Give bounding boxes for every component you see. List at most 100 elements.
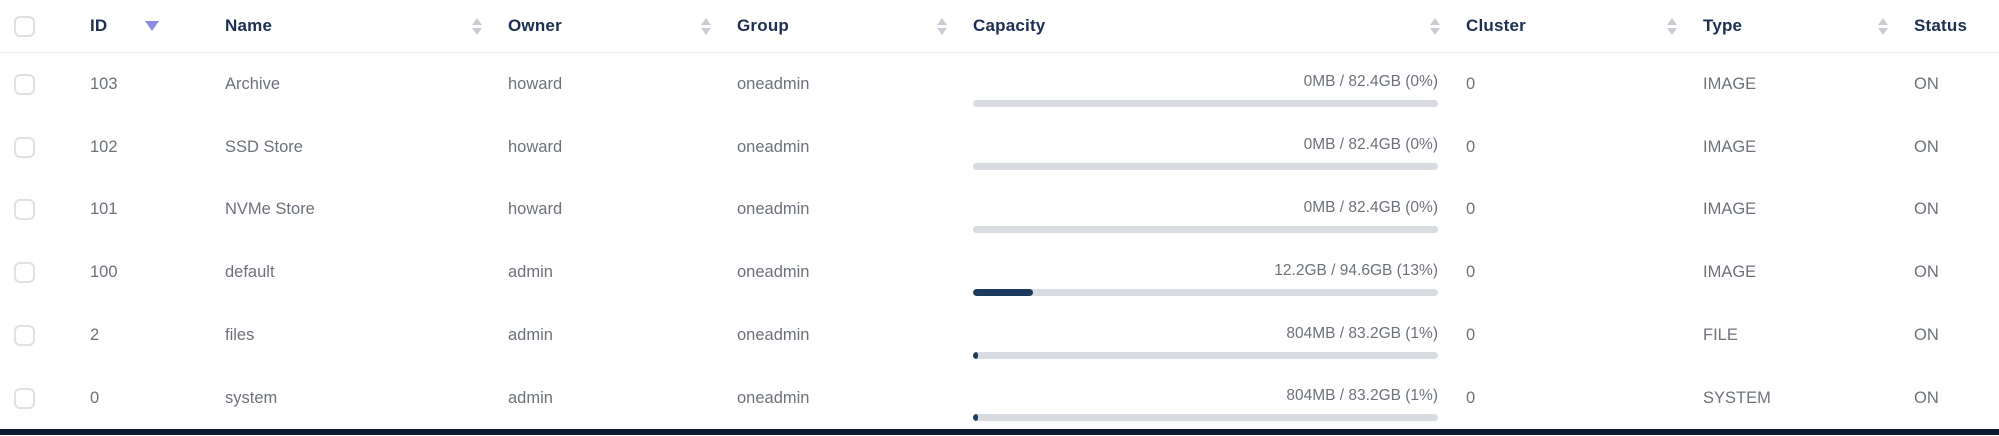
row-checkbox-cell: [0, 116, 90, 179]
cell-status: ON: [1914, 200, 1939, 219]
cell-group: oneadmin: [737, 74, 810, 93]
row-checkbox[interactable]: [14, 325, 35, 347]
select-all-checkbox[interactable]: [14, 15, 35, 37]
capacity-bar-fill: [973, 414, 978, 422]
sort-icon: [1430, 17, 1440, 35]
cell-cluster: 0: [1466, 326, 1476, 345]
cell-type: IMAGE: [1703, 74, 1757, 93]
cell-name: SSD Store: [225, 137, 303, 156]
cell-group: oneadmin: [737, 200, 810, 219]
column-header-type[interactable]: Type: [1703, 0, 1914, 52]
cell-cluster: 0: [1466, 263, 1476, 282]
table-row[interactable]: 103 Archive howard oneadmin 0MB / 82.4GB…: [0, 53, 1999, 116]
table-header-row: ID Name Owner Group Capacity Cluster Typ…: [0, 0, 1999, 53]
cell-status: ON: [1914, 326, 1939, 345]
cell-id: 103: [90, 74, 118, 93]
capacity-text: 0MB / 82.4GB (0%): [1303, 73, 1438, 91]
row-checkbox-cell: [0, 241, 90, 304]
capacity-bar-track: [973, 351, 1438, 359]
cell-capacity: 12.2GB / 94.6GB (13%): [973, 241, 1466, 304]
capacity-text: 12.2GB / 94.6GB (13%): [1274, 261, 1438, 279]
cell-id: 0: [90, 388, 100, 407]
column-label-id: ID: [90, 16, 108, 35]
cell-owner: admin: [508, 263, 553, 282]
column-label-group: Group: [737, 16, 789, 35]
row-checkbox[interactable]: [14, 73, 35, 95]
cell-capacity: 804MB / 83.2GB (1%): [973, 304, 1466, 367]
capacity-text: 0MB / 82.4GB (0%): [1303, 136, 1438, 154]
capacity-bar-track: [973, 225, 1438, 233]
cell-group: oneadmin: [737, 263, 810, 282]
table-row[interactable]: 2 files admin oneadmin 804MB / 83.2GB (1…: [0, 304, 1999, 367]
cell-type: IMAGE: [1703, 137, 1757, 156]
capacity-bar-track: [973, 163, 1438, 171]
cell-name: Archive: [225, 74, 281, 93]
cell-status: ON: [1914, 74, 1939, 93]
sort-icon: [1878, 17, 1888, 35]
row-checkbox[interactable]: [14, 387, 35, 409]
cell-status: ON: [1914, 388, 1939, 407]
row-checkbox-cell: [0, 304, 90, 367]
cell-id: 101: [90, 200, 118, 219]
row-checkbox-cell: [0, 367, 90, 430]
sort-icon: [472, 17, 482, 35]
cell-name: NVMe Store: [225, 200, 315, 219]
cell-type: FILE: [1703, 326, 1738, 345]
cell-owner: howard: [508, 74, 563, 93]
capacity-bar-track: [973, 288, 1438, 296]
cell-owner: admin: [508, 388, 553, 407]
sort-icon: [701, 17, 711, 35]
cell-cluster: 0: [1466, 137, 1476, 156]
capacity-bar-track: [973, 414, 1438, 422]
bottom-divider: [0, 429, 1999, 435]
row-checkbox[interactable]: [14, 262, 35, 284]
cell-status: ON: [1914, 137, 1939, 156]
cell-id: 102: [90, 137, 118, 156]
column-label-capacity: Capacity: [973, 16, 1046, 35]
sort-descending-icon: [145, 21, 160, 31]
table-row[interactable]: 102 SSD Store howard oneadmin 0MB / 82.4…: [0, 116, 1999, 179]
table-body: 103 Archive howard oneadmin 0MB / 82.4GB…: [0, 53, 1999, 430]
column-header-name[interactable]: Name: [225, 0, 508, 52]
capacity-bar-track: [973, 100, 1438, 108]
cell-capacity: 0MB / 82.4GB (0%): [973, 116, 1466, 179]
cell-name: system: [225, 388, 278, 407]
cell-name: files: [225, 326, 255, 345]
cell-capacity: 0MB / 82.4GB (0%): [973, 53, 1466, 116]
column-header-cluster[interactable]: Cluster: [1466, 0, 1703, 52]
cell-type: IMAGE: [1703, 263, 1757, 282]
table-row[interactable]: 100 default admin oneadmin 12.2GB / 94.6…: [0, 241, 1999, 304]
cell-status: ON: [1914, 263, 1939, 282]
select-all-cell: [0, 0, 90, 52]
capacity-bar-fill: [973, 288, 1034, 296]
cell-cluster: 0: [1466, 200, 1476, 219]
capacity-text: 804MB / 83.2GB (1%): [1286, 324, 1438, 342]
cell-group: oneadmin: [737, 137, 810, 156]
cell-name: default: [225, 263, 275, 282]
cell-id: 2: [90, 326, 100, 345]
column-header-owner[interactable]: Owner: [508, 0, 737, 52]
capacity-bar-fill: [973, 351, 978, 359]
cell-cluster: 0: [1466, 388, 1476, 407]
cell-owner: howard: [508, 200, 563, 219]
row-checkbox-cell: [0, 179, 90, 242]
sort-icon: [937, 17, 947, 35]
column-label-cluster: Cluster: [1466, 16, 1526, 35]
cell-id: 100: [90, 263, 118, 282]
column-header-group[interactable]: Group: [737, 0, 973, 52]
row-checkbox[interactable]: [14, 136, 35, 158]
column-header-status[interactable]: Status: [1914, 0, 1999, 52]
column-label-name: Name: [225, 16, 273, 35]
cell-capacity: 0MB / 82.4GB (0%): [973, 179, 1466, 242]
column-header-capacity[interactable]: Capacity: [973, 0, 1466, 52]
table-row[interactable]: 101 NVMe Store howard oneadmin 0MB / 82.…: [0, 179, 1999, 242]
row-checkbox-cell: [0, 53, 90, 116]
cell-type: IMAGE: [1703, 200, 1757, 219]
table-row[interactable]: 0 system admin oneadmin 804MB / 83.2GB (…: [0, 367, 1999, 430]
row-checkbox[interactable]: [14, 199, 35, 221]
capacity-text: 804MB / 83.2GB (1%): [1286, 387, 1438, 405]
column-label-type: Type: [1703, 16, 1743, 35]
column-header-id[interactable]: ID: [90, 0, 225, 52]
capacity-text: 0MB / 82.4GB (0%): [1303, 198, 1438, 216]
